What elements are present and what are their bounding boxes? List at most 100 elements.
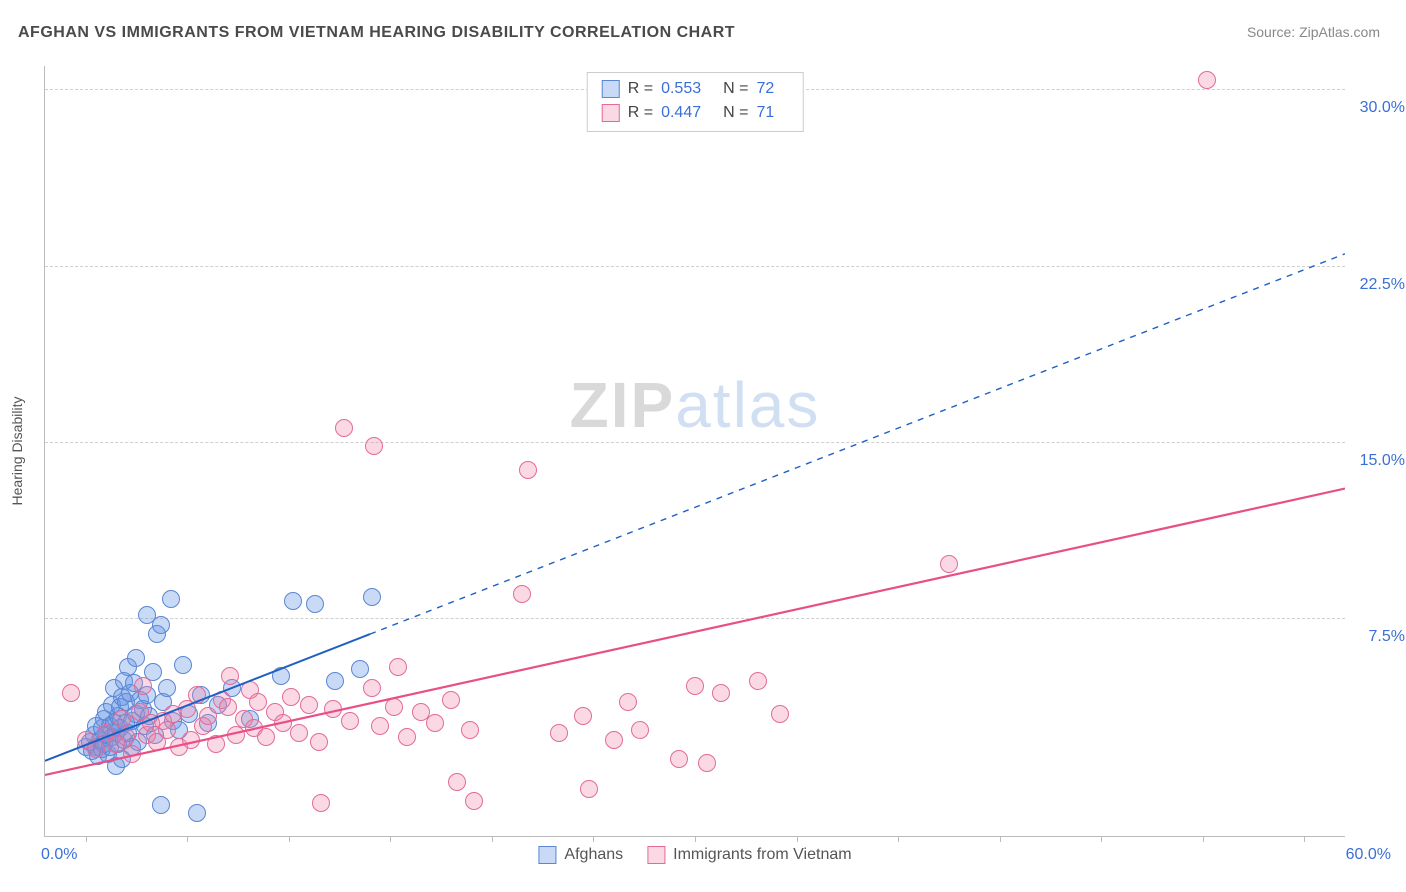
data-point-vietnam <box>605 731 623 749</box>
data-point-afghans <box>152 616 170 634</box>
data-point-vietnam <box>389 658 407 676</box>
data-point-vietnam <box>371 717 389 735</box>
x-tick <box>187 836 188 842</box>
data-point-vietnam <box>940 555 958 573</box>
plot-wrapper: Hearing Disability ZIPatlas 7.5%15.0%22.… <box>44 66 1345 837</box>
data-point-vietnam <box>282 688 300 706</box>
data-point-vietnam <box>670 750 688 768</box>
data-point-vietnam <box>442 691 460 709</box>
data-point-vietnam <box>1198 71 1216 89</box>
data-point-afghans <box>188 804 206 822</box>
plot-area: 7.5%15.0%22.5%30.0% <box>45 66 1345 836</box>
data-point-vietnam <box>335 419 353 437</box>
data-point-vietnam <box>312 794 330 812</box>
x-tick <box>898 836 899 842</box>
legend-item-vietnam: Immigrants from Vietnam <box>647 846 851 864</box>
y-tick-label: 15.0% <box>1360 452 1405 470</box>
data-point-afghans <box>284 592 302 610</box>
gridline <box>45 618 1345 619</box>
data-point-vietnam <box>448 773 466 791</box>
data-point-afghans <box>363 588 381 606</box>
data-point-afghans <box>158 679 176 697</box>
gridline <box>45 442 1345 443</box>
x-tick <box>492 836 493 842</box>
r-value-afghans: 0.553 <box>661 77 701 101</box>
x-axis-max-label: 60.0% <box>1346 846 1391 864</box>
data-point-vietnam <box>365 437 383 455</box>
legend-label-afghans: Afghans <box>564 846 623 864</box>
data-point-vietnam <box>199 707 217 725</box>
data-point-afghans <box>351 660 369 678</box>
data-point-vietnam <box>580 780 598 798</box>
data-point-vietnam <box>749 672 767 690</box>
data-point-vietnam <box>310 733 328 751</box>
chart-title: AFGHAN VS IMMIGRANTS FROM VIETNAM HEARIN… <box>18 24 735 42</box>
n-label: N = <box>723 101 748 125</box>
gridline <box>45 266 1345 267</box>
x-tick <box>797 836 798 842</box>
y-axis-label: Hearing Disability <box>9 397 25 506</box>
data-point-vietnam <box>426 714 444 732</box>
data-point-afghans <box>127 649 145 667</box>
data-point-vietnam <box>631 721 649 739</box>
data-point-vietnam <box>465 792 483 810</box>
legend-series: Afghans Immigrants from Vietnam <box>538 846 851 864</box>
data-point-vietnam <box>712 684 730 702</box>
n-value-afghans: 72 <box>756 77 774 101</box>
data-point-vietnam <box>550 724 568 742</box>
data-point-vietnam <box>290 724 308 742</box>
data-point-vietnam <box>188 686 206 704</box>
data-point-vietnam <box>134 677 152 695</box>
n-label: N = <box>723 77 748 101</box>
data-point-vietnam <box>113 710 131 728</box>
x-tick <box>1304 836 1305 842</box>
data-point-vietnam <box>300 696 318 714</box>
legend-row-afghans: R = 0.553 N = 72 <box>602 77 789 101</box>
legend-item-afghans: Afghans <box>538 846 623 864</box>
swatch-vietnam-icon <box>647 846 665 864</box>
data-point-vietnam <box>619 693 637 711</box>
data-point-afghans <box>272 667 290 685</box>
data-point-vietnam <box>227 726 245 744</box>
r-label: R = <box>628 77 653 101</box>
y-tick-label: 7.5% <box>1369 628 1405 646</box>
y-tick-label: 22.5% <box>1360 276 1405 294</box>
legend-correlation-box: R = 0.553 N = 72 R = 0.447 N = 71 <box>587 72 804 132</box>
data-point-vietnam <box>574 707 592 725</box>
data-point-afghans <box>306 595 324 613</box>
data-point-vietnam <box>519 461 537 479</box>
data-point-vietnam <box>221 667 239 685</box>
x-axis-origin-label: 0.0% <box>41 846 77 864</box>
data-point-vietnam <box>219 698 237 716</box>
data-point-vietnam <box>461 721 479 739</box>
data-point-vietnam <box>207 735 225 753</box>
r-value-vietnam: 0.447 <box>661 101 701 125</box>
data-point-vietnam <box>249 693 267 711</box>
x-tick <box>593 836 594 842</box>
x-tick <box>1000 836 1001 842</box>
data-point-vietnam <box>324 700 342 718</box>
data-point-vietnam <box>182 731 200 749</box>
data-point-vietnam <box>363 679 381 697</box>
source-label: Source: ZipAtlas.com <box>1247 24 1380 40</box>
data-point-vietnam <box>398 728 416 746</box>
n-value-vietnam: 71 <box>756 101 774 125</box>
data-point-vietnam <box>257 728 275 746</box>
legend-row-vietnam: R = 0.447 N = 71 <box>602 101 789 125</box>
data-point-vietnam <box>686 677 704 695</box>
swatch-afghans-icon <box>602 80 620 98</box>
data-point-vietnam <box>385 698 403 716</box>
x-tick <box>1101 836 1102 842</box>
data-point-afghans <box>174 656 192 674</box>
x-tick <box>86 836 87 842</box>
r-label: R = <box>628 101 653 125</box>
legend-label-vietnam: Immigrants from Vietnam <box>673 846 851 864</box>
swatch-afghans-icon <box>538 846 556 864</box>
x-tick <box>390 836 391 842</box>
data-point-afghans <box>162 590 180 608</box>
data-point-vietnam <box>771 705 789 723</box>
x-tick <box>695 836 696 842</box>
data-point-vietnam <box>158 721 176 739</box>
data-point-afghans <box>152 796 170 814</box>
data-point-vietnam <box>341 712 359 730</box>
